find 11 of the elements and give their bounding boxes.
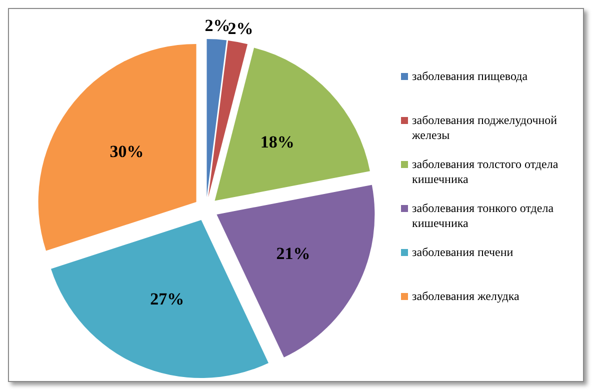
legend-label: заболевания тонкого отдела кишечника [412,201,555,231]
legend-label: заболевания поджелудочной железы [412,113,558,143]
data-label: 27% [150,289,184,308]
data-label: 30% [110,142,144,161]
data-label: 18% [260,132,294,152]
legend-label: заболевания пищевода [412,69,528,84]
legend-label: заболевания желудка [412,289,520,304]
data-label: 21% [276,244,310,263]
legend-label: заболевания толстого отдела кишечника [412,157,560,187]
data-label: 2% [228,18,254,38]
legend-label: заболевания печени [412,245,514,260]
